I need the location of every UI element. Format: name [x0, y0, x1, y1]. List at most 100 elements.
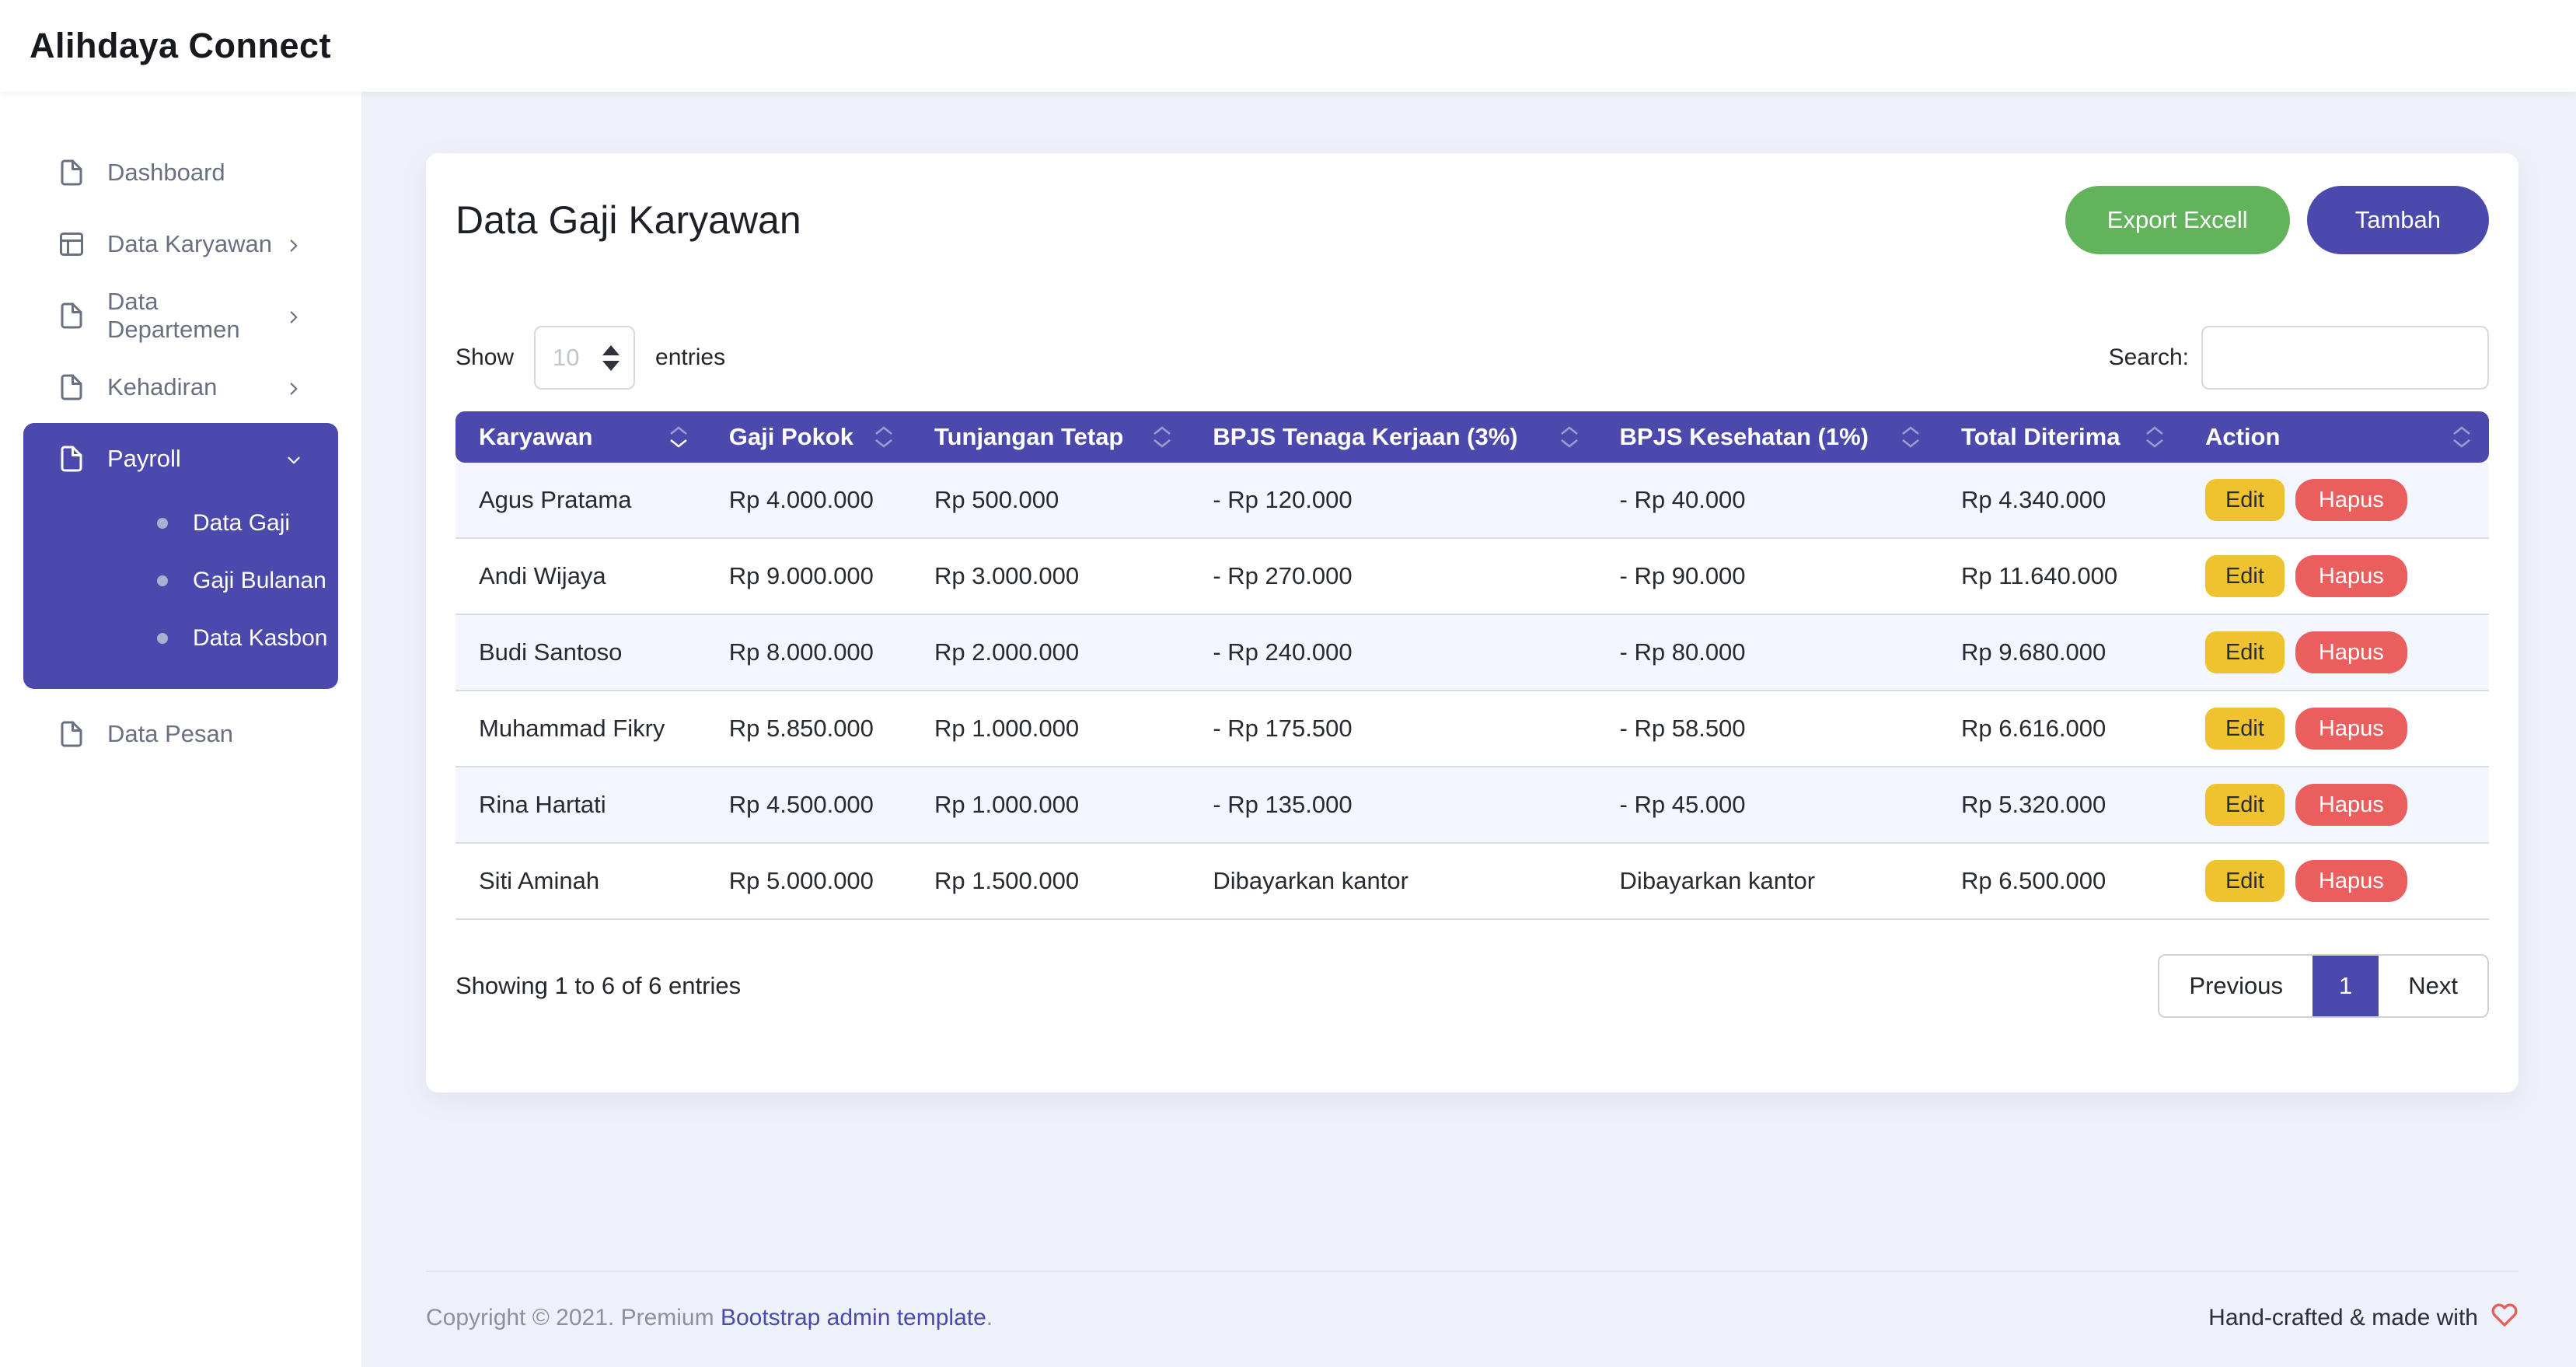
table-header-row: Karyawan Gaji Pokok	[456, 411, 2489, 463]
sidebar-subitem-label: Data Gaji	[193, 510, 291, 536]
page-length-value: 10	[553, 344, 580, 371]
sidebar-item-data-departemen[interactable]: Data Departemen	[23, 280, 338, 351]
cell-gaji-pokok: Rp 8.000.000	[705, 615, 911, 691]
cell-tunjangan: Rp 500.000	[910, 463, 1190, 539]
sort-icon	[2452, 425, 2472, 449]
table-row: Siti Aminah Rp 5.000.000 Rp 1.500.000 Di…	[456, 844, 2489, 920]
chevron-right-icon	[284, 306, 304, 326]
hapus-button[interactable]: Hapus	[2295, 479, 2407, 521]
column-header-gaji-pokok[interactable]: Gaji Pokok	[705, 411, 911, 463]
hapus-button[interactable]: Hapus	[2295, 555, 2407, 597]
page-1-button[interactable]: 1	[2312, 956, 2379, 1016]
chevron-right-icon	[284, 377, 304, 397]
sidebar-subitem-data-kasbon[interactable]: Data Kasbon	[23, 610, 338, 667]
cell-tunjangan: Rp 1.500.000	[910, 844, 1190, 920]
cell-tunjangan: Rp 1.000.000	[910, 691, 1190, 767]
hapus-button[interactable]: Hapus	[2295, 784, 2407, 826]
sort-icon	[1152, 425, 1172, 449]
cell-bpjs-kes: - Rp 45.000	[1596, 767, 1939, 844]
hapus-button[interactable]: Hapus	[2295, 631, 2407, 673]
sidebar-item-label: Data Departemen	[107, 288, 240, 343]
column-header-bpjs-kes[interactable]: BPJS Kesehatan (1%)	[1596, 411, 1939, 463]
cell-karyawan: Andi Wijaya	[456, 539, 706, 615]
sort-icon	[874, 425, 894, 449]
cell-gaji-pokok: Rp 9.000.000	[705, 539, 911, 615]
sidebar-item-payroll[interactable]: Payroll	[23, 423, 338, 495]
sidebar: Dashboard Data Karyawan Data Departemen	[0, 92, 361, 1367]
column-header-karyawan[interactable]: Karyawan	[456, 411, 706, 463]
edit-button[interactable]: Edit	[2204, 708, 2285, 750]
page-length-select[interactable]: 10	[534, 326, 636, 390]
bullet-icon	[157, 518, 168, 529]
sidebar-item-label: Data Karyawan	[107, 230, 272, 257]
sidebar-subitem-label: Gaji Bulanan	[193, 568, 326, 593]
edit-button[interactable]: Edit	[2204, 479, 2285, 521]
brand-title: Alihdaya Connect	[30, 26, 332, 65]
template-link[interactable]: Bootstrap admin template	[720, 1305, 986, 1330]
cell-bpjs-kes: - Rp 58.500	[1596, 691, 1939, 767]
export-excel-button[interactable]: Export Excell	[2065, 186, 2290, 254]
chevron-right-icon	[284, 234, 304, 254]
sidebar-item-dashboard[interactable]: Dashboard	[23, 137, 338, 208]
cell-gaji-pokok: Rp 5.850.000	[705, 691, 911, 767]
entries-label: entries	[655, 344, 726, 370]
column-header-action[interactable]: Action	[2181, 411, 2489, 463]
sidebar-subitem-gaji-bulanan[interactable]: Gaji Bulanan	[23, 552, 338, 610]
table-row: Budi Santoso Rp 8.000.000 Rp 2.000.000 -…	[456, 615, 2489, 691]
cell-karyawan: Siti Aminah	[456, 844, 706, 920]
table-row: Muhammad Fikry Rp 5.850.000 Rp 1.000.000…	[456, 691, 2489, 767]
cell-total: Rp 6.500.000	[1938, 844, 2182, 920]
file-icon	[58, 302, 86, 330]
next-button[interactable]: Next	[2379, 956, 2487, 1016]
cell-gaji-pokok: Rp 4.500.000	[705, 767, 911, 844]
table-row: Rina Hartati Rp 4.500.000 Rp 1.000.000 -…	[456, 767, 2489, 844]
sidebar-subitem-data-gaji[interactable]: Data Gaji	[23, 495, 338, 552]
page-title: Data Gaji Karyawan	[456, 198, 801, 242]
footer-credit: Hand-crafted & made with	[2208, 1302, 2518, 1334]
cell-tunjangan: Rp 2.000.000	[910, 615, 1190, 691]
sort-icon	[668, 425, 689, 449]
cell-karyawan: Agus Pratama	[456, 463, 706, 539]
edit-button[interactable]: Edit	[2204, 784, 2285, 826]
previous-button[interactable]: Previous	[2159, 956, 2312, 1016]
sort-icon	[2145, 425, 2165, 449]
edit-button[interactable]: Edit	[2204, 860, 2285, 902]
hapus-button[interactable]: Hapus	[2295, 708, 2407, 750]
column-header-bpjs-tk[interactable]: BPJS Tenaga Kerjaan (3%)	[1189, 411, 1597, 463]
cell-bpjs-tk: - Rp 120.000	[1189, 463, 1597, 539]
cell-bpjs-kes: - Rp 80.000	[1596, 615, 1939, 691]
file-icon	[58, 445, 86, 473]
cell-total: Rp 4.340.000	[1938, 463, 2182, 539]
footer: Copyright © 2021. Premium Bootstrap admi…	[426, 1271, 2518, 1367]
cell-total: Rp 6.616.000	[1938, 691, 2182, 767]
sidebar-item-data-karyawan[interactable]: Data Karyawan	[23, 208, 338, 280]
edit-button[interactable]: Edit	[2204, 631, 2285, 673]
table-info: Showing 1 to 6 of 6 entries	[456, 972, 742, 999]
sidebar-item-label: Dashboard	[107, 159, 225, 186]
copyright-text: Copyright © 2021. Premium Bootstrap admi…	[426, 1305, 993, 1330]
cell-karyawan: Muhammad Fikry	[456, 691, 706, 767]
cell-gaji-pokok: Rp 4.000.000	[705, 463, 911, 539]
bullet-icon	[157, 633, 168, 644]
cell-gaji-pokok: Rp 5.000.000	[705, 844, 911, 920]
table-row: Andi Wijaya Rp 9.000.000 Rp 3.000.000 - …	[456, 539, 2489, 615]
sidebar-item-kehadiran[interactable]: Kehadiran	[23, 351, 338, 423]
cell-total: Rp 11.640.000	[1938, 539, 2182, 615]
heart-icon	[2490, 1302, 2518, 1334]
edit-button[interactable]: Edit	[2204, 555, 2285, 597]
tambah-button[interactable]: Tambah	[2306, 186, 2489, 254]
cell-bpjs-tk: - Rp 135.000	[1189, 767, 1597, 844]
file-icon	[58, 159, 86, 187]
sidebar-item-data-pesan[interactable]: Data Pesan	[23, 698, 338, 770]
layout-icon	[58, 230, 86, 258]
search-input[interactable]	[2201, 326, 2489, 390]
column-header-tunjangan[interactable]: Tunjangan Tetap	[910, 411, 1190, 463]
hapus-button[interactable]: Hapus	[2295, 860, 2407, 902]
top-navbar: Alihdaya Connect	[0, 0, 2576, 92]
file-icon	[58, 720, 86, 748]
table-row: Agus Pratama Rp 4.000.000 Rp 500.000 - R…	[456, 463, 2489, 539]
sidebar-item-label: Kehadiran	[107, 373, 218, 400]
gaji-table: Karyawan Gaji Pokok	[456, 411, 2489, 920]
column-header-total[interactable]: Total Diterima	[1938, 411, 2182, 463]
main-content: Data Gaji Karyawan Export Excell Tambah …	[361, 92, 2576, 1367]
